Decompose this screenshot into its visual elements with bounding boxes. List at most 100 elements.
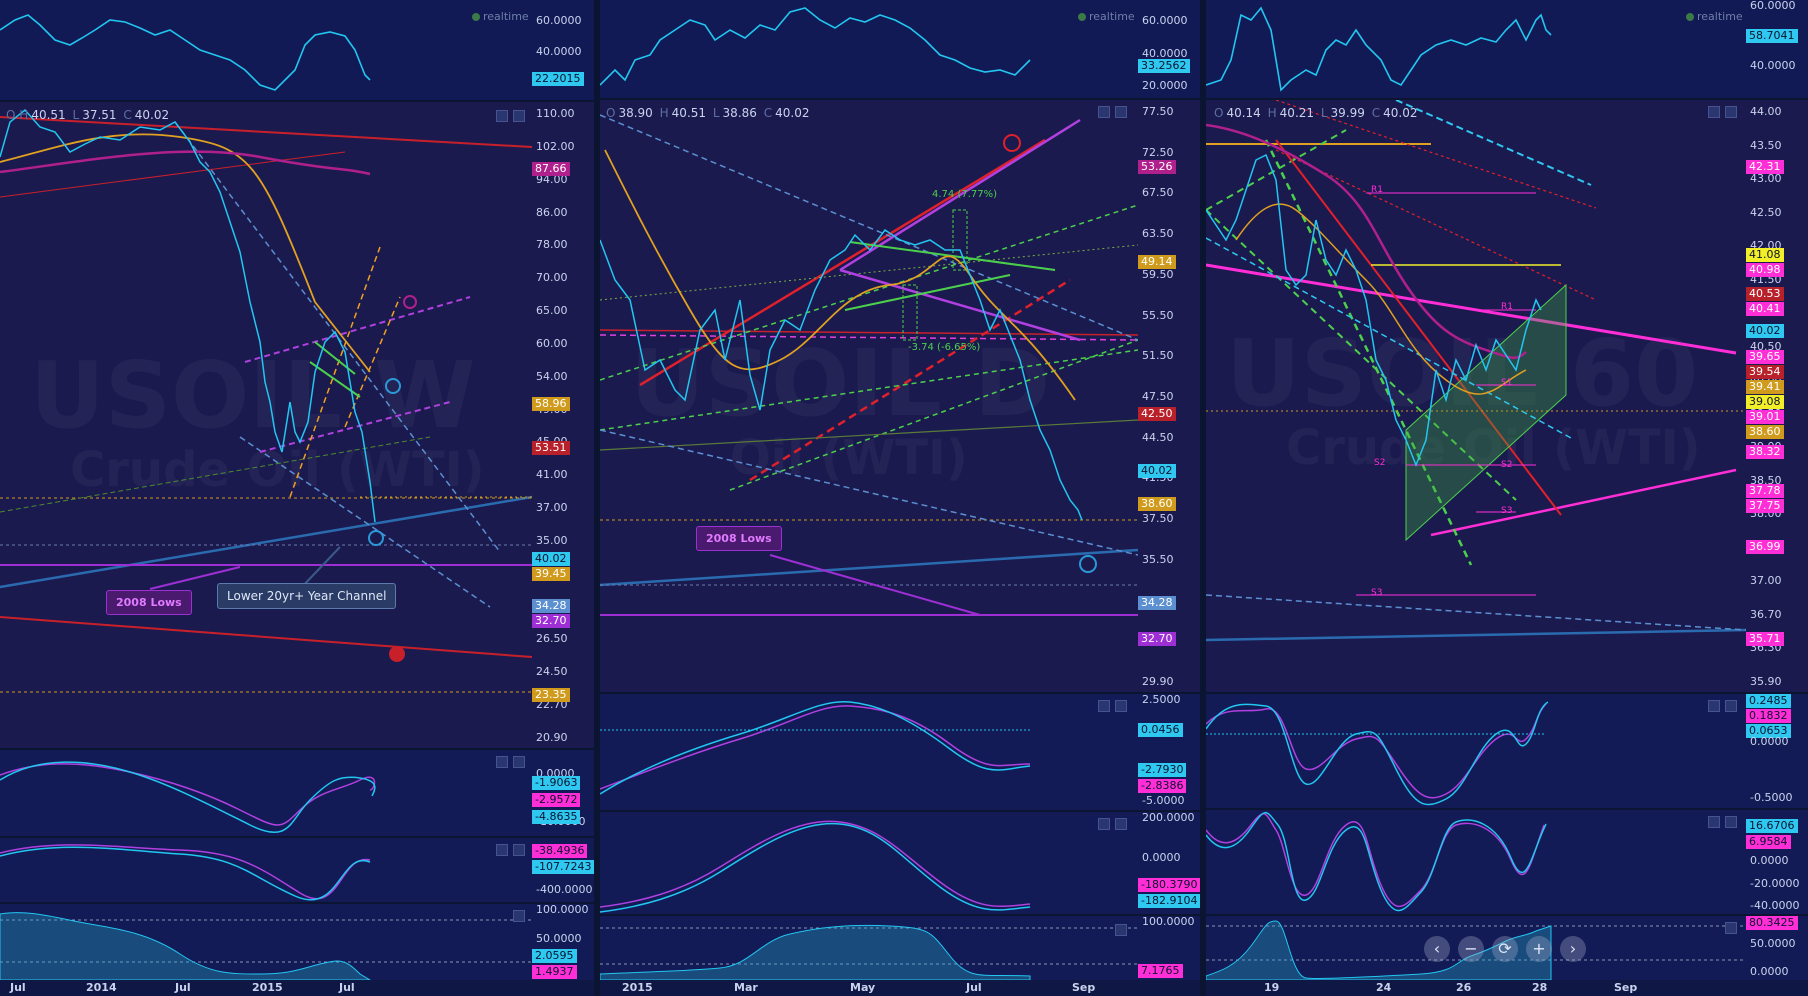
pane-maximize-button[interactable] <box>1098 818 1110 830</box>
time-axis[interactable]: 19 24 26 28 Sep <box>1206 980 1808 996</box>
realtime-dot-icon <box>472 13 480 21</box>
cci-pane[interactable]: 16.6706 6.9584 0.0000 -20.0000 -40.0000 <box>1206 810 1808 914</box>
price-tag: 32.70 <box>532 613 570 628</box>
pane-settings-button[interactable] <box>513 110 525 122</box>
time-axis[interactable]: 2015 Mar May Jul Sep <box>600 980 1200 996</box>
time-label: 2015 <box>252 981 283 994</box>
macd-pane[interactable]: 0.0000 -10.0000 -1.9063 -2.9572 -4.8635 <box>0 750 594 836</box>
price-pane[interactable]: USOIL 60 Crude Oil (WTI) <box>1206 100 1808 692</box>
zoom-out-button[interactable]: − <box>1458 936 1484 962</box>
zoom-in-button[interactable]: + <box>1526 936 1552 962</box>
axis-tick: 37.00 <box>536 501 568 515</box>
price-tag: 39.41 <box>1746 380 1784 395</box>
price-tag: 53.26 <box>1138 160 1176 174</box>
price-tag: 40.41 <box>1746 302 1784 317</box>
pane-settings-button[interactable] <box>1115 924 1127 936</box>
oscillator-top-pane[interactable]: realtime 60.0000 40.0000 22.2015 <box>0 0 594 100</box>
pane-settings-button[interactable] <box>1725 816 1737 828</box>
scroll-left-button[interactable]: ‹ <box>1424 936 1450 962</box>
pane-separator[interactable] <box>0 836 594 838</box>
reset-chart-button[interactable]: ⟳ <box>1492 936 1518 962</box>
time-label: May <box>850 981 876 994</box>
axis-tick: 0.0000 <box>1750 735 1789 748</box>
price-plot <box>0 108 532 693</box>
price-tag: 1.4937 <box>532 965 577 979</box>
axis-tick: 26.50 <box>536 632 568 646</box>
price-tag: 49.14 <box>1138 254 1176 269</box>
oscillator-top-plot <box>0 14 371 91</box>
time-axis[interactable]: Jul 2014 Jul 2015 Jul <box>0 980 594 996</box>
pane-settings-button[interactable] <box>1725 922 1737 934</box>
axis-tick: 65.00 <box>536 304 568 318</box>
macd-axis: 2.5000 0.0456 -2.7930 -2.8386 -5.0000 <box>1138 694 1200 810</box>
price-tag: 39.08 <box>1746 395 1784 410</box>
pane-separator[interactable] <box>0 748 594 750</box>
price-plot <box>600 114 1138 616</box>
price-axis: 77.50 72.50 67.50 63.50 59.50 55.50 51.50 47.50… <box>1138 100 1200 692</box>
pivot-label: R1 <box>1371 185 1383 195</box>
price-tag: 34.28 <box>1138 595 1176 610</box>
pane-settings-button[interactable] <box>1115 700 1127 712</box>
axis-tick: 67.50 <box>1142 186 1174 200</box>
price-pane[interactable]: USOIL D Oil (WTI) <box>600 100 1200 692</box>
pane-separator[interactable] <box>1206 808 1808 810</box>
pane-settings-button[interactable] <box>1725 700 1737 712</box>
pane-settings-button[interactable] <box>1725 106 1737 118</box>
price-tag: 0.1832 <box>1746 709 1791 723</box>
pane-settings-button[interactable] <box>513 756 525 768</box>
price-tag: 0.2485 <box>1746 694 1791 708</box>
pane-settings-button[interactable] <box>1115 106 1127 118</box>
cci-plot <box>1206 811 1547 912</box>
time-label: 2014 <box>86 981 117 994</box>
pane-separator[interactable] <box>600 810 1200 812</box>
rsi-plot <box>0 912 532 980</box>
rsi-axis: 100.0000 50.0000 2.0595 1.4937 <box>532 904 594 980</box>
pane-separator[interactable] <box>1206 914 1808 916</box>
pane-separator[interactable] <box>0 902 594 904</box>
price-tag: 38.32 <box>1746 445 1784 460</box>
pane-maximize-button[interactable] <box>1708 106 1720 118</box>
oscillator-top-pane[interactable]: realtime 60.0000 40.0000 33.2562 20.0000 <box>600 0 1200 98</box>
pane-separator[interactable] <box>1206 98 1808 100</box>
pane-maximize-button[interactable] <box>1708 816 1720 828</box>
macd-pane[interactable]: 2.5000 0.0456 -2.7930 -2.8386 -5.0000 <box>600 694 1200 810</box>
note-lower-channel[interactable]: Lower 20yr+ Year Channel <box>217 583 397 609</box>
axis-tick: 63.50 <box>1142 227 1174 241</box>
pane-maximize-button[interactable] <box>496 844 508 856</box>
pane-maximize-button[interactable] <box>1708 700 1720 712</box>
chart-panel-60min[interactable]: realtime 60.0000 58.7041 40.0000 USOIL 6… <box>1206 0 1808 996</box>
chart-panel-weekly[interactable]: realtime 60.0000 40.0000 22.2015 USOIL W… <box>0 0 594 996</box>
axis-tick: 0.0000 <box>1750 965 1789 978</box>
price-tag: 0.0456 <box>1138 723 1183 737</box>
cci-pane[interactable]: 200.0000 0.0000 -180.3790 -182.9104 <box>600 812 1200 914</box>
axis-tick: 55.50 <box>1142 308 1174 322</box>
cci-pane[interactable]: -400.0000 -38.4936 -107.7243 <box>0 838 594 902</box>
price-tag: 32.70 <box>1138 632 1176 646</box>
rsi-pane[interactable]: 100.0000 50.0000 2.0595 1.4937 <box>0 904 594 980</box>
pane-separator[interactable] <box>600 914 1200 916</box>
pane-settings-button[interactable] <box>1115 818 1127 830</box>
pivot-label: R1 <box>1501 302 1513 312</box>
rsi-pane[interactable]: ‹ − ⟳ + › 80.3425 50.0000 0.0000 <box>1206 916 1808 980</box>
pane-separator[interactable] <box>1206 692 1808 694</box>
pane-settings-button[interactable] <box>513 844 525 856</box>
price-plot <box>1206 100 1746 642</box>
macd-pane[interactable]: 0.2485 0.1832 0.0653 0.0000 -0.5000 <box>1206 694 1808 808</box>
rsi-pane[interactable]: 100.0000 7.1765 <box>600 916 1200 980</box>
price-pane[interactable]: USOIL W Crude Oil (WTI) <box>0 102 594 748</box>
pane-maximize-button[interactable] <box>496 756 508 768</box>
pane-maximize-button[interactable] <box>1098 700 1110 712</box>
pane-settings-button[interactable] <box>513 910 525 922</box>
price-tag: 42.31 <box>1746 160 1784 174</box>
note-2008-lows[interactable]: 2008 Lows <box>696 526 782 551</box>
scroll-right-button[interactable]: › <box>1560 936 1586 962</box>
pane-separator[interactable] <box>0 100 594 102</box>
pane-separator[interactable] <box>600 692 1200 694</box>
oscillator-top-pane[interactable]: realtime 60.0000 58.7041 40.0000 <box>1206 0 1808 98</box>
axis-tick: -0.5000 <box>1750 791 1793 804</box>
chart-panel-daily[interactable]: realtime 60.0000 40.0000 33.2562 20.0000… <box>600 0 1200 996</box>
note-2008-lows[interactable]: 2008 Lows <box>106 590 192 615</box>
pane-maximize-button[interactable] <box>1098 106 1110 118</box>
pane-separator[interactable] <box>600 98 1200 100</box>
pane-maximize-button[interactable] <box>496 110 508 122</box>
